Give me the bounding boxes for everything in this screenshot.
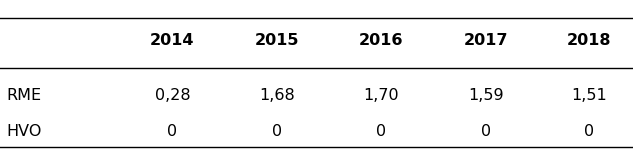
Text: 1,68: 1,68 <box>259 88 295 104</box>
Text: 0,28: 0,28 <box>154 88 191 104</box>
Text: 1,70: 1,70 <box>363 88 399 104</box>
Text: 2015: 2015 <box>254 33 299 48</box>
Text: 2017: 2017 <box>463 33 508 48</box>
Text: 0: 0 <box>481 124 491 140</box>
Text: 2018: 2018 <box>567 33 611 48</box>
Text: 0: 0 <box>584 124 594 140</box>
Text: 2016: 2016 <box>359 33 404 48</box>
Text: RME: RME <box>6 88 41 104</box>
Text: 1,51: 1,51 <box>571 88 606 104</box>
Text: 1,59: 1,59 <box>468 88 504 104</box>
Text: 0: 0 <box>272 124 282 140</box>
Text: 0: 0 <box>377 124 386 140</box>
Text: HVO: HVO <box>6 124 42 140</box>
Text: 2014: 2014 <box>150 33 195 48</box>
Text: 0: 0 <box>168 124 177 140</box>
